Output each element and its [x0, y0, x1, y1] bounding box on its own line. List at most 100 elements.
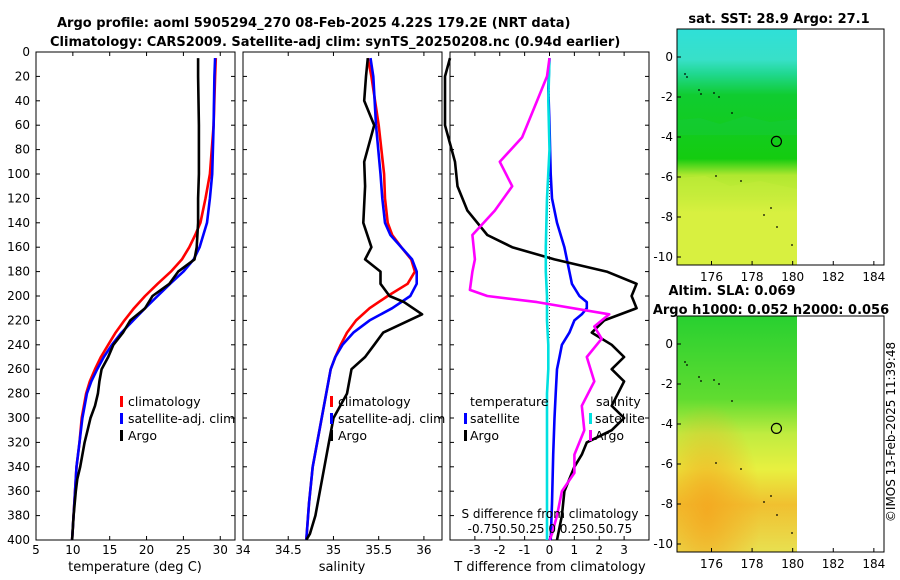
- map-lon-tick-label: 178: [741, 557, 764, 571]
- legend-sal-satellite-label: satellite: [595, 411, 645, 426]
- difference-xtick-label: 3: [620, 543, 628, 557]
- depth-tick-label: 340: [7, 460, 30, 474]
- legend-climatology-swatch: [330, 396, 333, 407]
- map-lat-tick-label: -10: [653, 250, 673, 264]
- sla-map-frame: [676, 315, 885, 553]
- difference-xtick-label: 2: [595, 543, 603, 557]
- temperature-xtick-label: 20: [139, 543, 154, 557]
- map-lat-tick-label: 0: [665, 337, 673, 351]
- map-lat-tick-label: -8: [661, 210, 673, 224]
- salinity-axes-frame: [242, 51, 443, 541]
- title-line-2: Climatology: CARS2009. Satellite-adj cli…: [50, 35, 620, 50]
- imos-credit: ©IMOS 13-Feb-2025 11:39:48: [884, 342, 898, 522]
- sst-field: [677, 29, 797, 265]
- salinity-xtick-label: 34: [235, 543, 250, 557]
- temperature-xtick-label: 15: [102, 543, 117, 557]
- temperature-xtick-label: 30: [213, 543, 228, 557]
- argo-position-marker: [770, 422, 783, 434]
- depth-tick-label: 100: [7, 167, 30, 181]
- map-lat-tick-label: -2: [661, 377, 673, 391]
- map-lon-tick-label: 182: [822, 557, 845, 571]
- sst-lon-ticks: 176 178 180 182 184: [700, 261, 885, 284]
- legend-argo-label: Argo: [338, 428, 367, 443]
- difference-xtick-label: -1: [519, 543, 531, 557]
- difference-tick-labels: -3 -2 -1 0 1 2 3: [450, 51, 649, 557]
- sla-islands: [684, 361, 793, 534]
- sst-map-frame: [676, 28, 885, 266]
- depth-tick-label: 20: [15, 69, 30, 83]
- temperature-legend: climatology satellite-adj. clim Argo: [120, 394, 235, 443]
- depth-tick-label: 40: [15, 94, 30, 108]
- legend-climatology-swatch: [120, 396, 123, 407]
- salinity-xtick-label: 35.5: [365, 543, 392, 557]
- depth-tick-label: 400: [7, 533, 30, 547]
- temperature-xtick-label: 25: [176, 543, 191, 557]
- depth-tick-label: 380: [7, 509, 30, 523]
- series-salinity-satellite: [544, 58, 551, 540]
- map-lat-tick-label: -4: [661, 130, 673, 144]
- map-lat-tick-label: -10: [653, 537, 673, 551]
- map-lon-tick-label: 182: [822, 270, 845, 284]
- sla-map-subtitle: Argo h1000: 0.052 h2000: 0.056: [653, 303, 889, 318]
- map-lon-tick-label: 184: [862, 270, 885, 284]
- difference-xtick-label: 1: [571, 543, 579, 557]
- difference-legend: temperature satellite Argo salinity sate…: [464, 394, 645, 443]
- legend-climatology-label: climatology: [128, 394, 201, 409]
- temperature-xtick-label: 10: [65, 543, 80, 557]
- map-lon-tick-label: 176: [700, 557, 723, 571]
- sla-map: Altim. SLA: 0.069 Argo h1000: 0.052 h200…: [653, 284, 889, 571]
- salinity-profiles: [305, 57, 424, 541]
- sla-field-highlight: [677, 316, 797, 552]
- sst-islands: [684, 73, 793, 246]
- depth-tick-label: 0: [22, 45, 30, 59]
- salinity-legend: climatology satellite-adj. clim Argo: [330, 394, 445, 443]
- temperature-panel: 0 20 40 60 80 100 120 140 160 180 200 220 240 260 280 3…: [7, 45, 236, 575]
- map-lon-tick-label: 176: [700, 270, 723, 284]
- depth-tick-label: 80: [15, 143, 30, 157]
- salinity-panel: 34 34.5 35 35.5 36 salinity climatology sate…: [235, 51, 445, 575]
- difference-xtick-label: -2: [494, 543, 506, 557]
- sst-map: sat. SST: 28.9 Argo: 27.1 176 178 180 182 18…: [653, 12, 885, 284]
- legend-temp-satellite-label: satellite: [470, 411, 520, 426]
- map-lat-tick-label: -8: [661, 497, 673, 511]
- salinity-diff-axis-title: S difference from climatology: [462, 507, 639, 521]
- legend-argo-swatch: [120, 430, 123, 441]
- legend-temp-argo-label: Argo: [470, 428, 499, 443]
- depth-tick-label: 260: [7, 362, 30, 376]
- argo-position-marker: [770, 135, 783, 147]
- depth-tick-label: 180: [7, 265, 30, 279]
- temperature-x-label: temperature (deg C): [68, 560, 202, 575]
- legend-sal-satellite-swatch: [589, 413, 592, 424]
- map-lon-tick-label: 180: [781, 557, 804, 571]
- depth-tick-labels: 0 20 40 60 80 100 120 140 160 180 200 220 240 260 280 3…: [7, 45, 235, 547]
- series-argo: [305, 57, 424, 541]
- temperature-xtick-label: 5: [32, 543, 40, 557]
- legend-argo-label: Argo: [128, 428, 157, 443]
- series-temperature-argo: [443, 57, 638, 541]
- depth-tick-label: 220: [7, 313, 30, 327]
- legend-satellite-swatch: [120, 413, 123, 424]
- temperature-profiles: [70, 58, 218, 541]
- depth-tick-label: 140: [7, 216, 30, 230]
- map-lat-tick-label: -6: [661, 457, 673, 471]
- salinity-xtick-label: 34.5: [275, 543, 302, 557]
- difference-profiles: [443, 57, 638, 541]
- map-lat-tick-label: -4: [661, 417, 673, 431]
- salinity-diff-tick-labels: -0.750.50.25 0 0.250.50.75: [468, 522, 633, 536]
- legend-argo-swatch: [330, 430, 333, 441]
- depth-tick-label: 320: [7, 435, 30, 449]
- depth-tick-label: 60: [15, 118, 30, 132]
- legend-climatology-label: climatology: [338, 394, 411, 409]
- map-lat-tick-label: -6: [661, 170, 673, 184]
- depth-tick-label: 120: [7, 191, 30, 205]
- legend-temp-argo-swatch: [464, 430, 467, 441]
- legend-sal-argo-label: Argo: [595, 428, 624, 443]
- sla-lat-ticks: 0 -2 -4 -6 -8 -10: [653, 337, 681, 551]
- legend-satellite-label: satellite-adj. clim: [338, 411, 445, 426]
- difference-panel: -3 -2 -1 0 1 2 3 T difference from climatology…: [443, 51, 650, 575]
- map-lat-tick-label: -2: [661, 90, 673, 104]
- temperature-tick-labels: 5 10 15 20 25 30: [32, 52, 228, 557]
- sst-map-title: sat. SST: 28.9 Argo: 27.1: [688, 12, 869, 27]
- series-salinity-argo: [468, 57, 611, 541]
